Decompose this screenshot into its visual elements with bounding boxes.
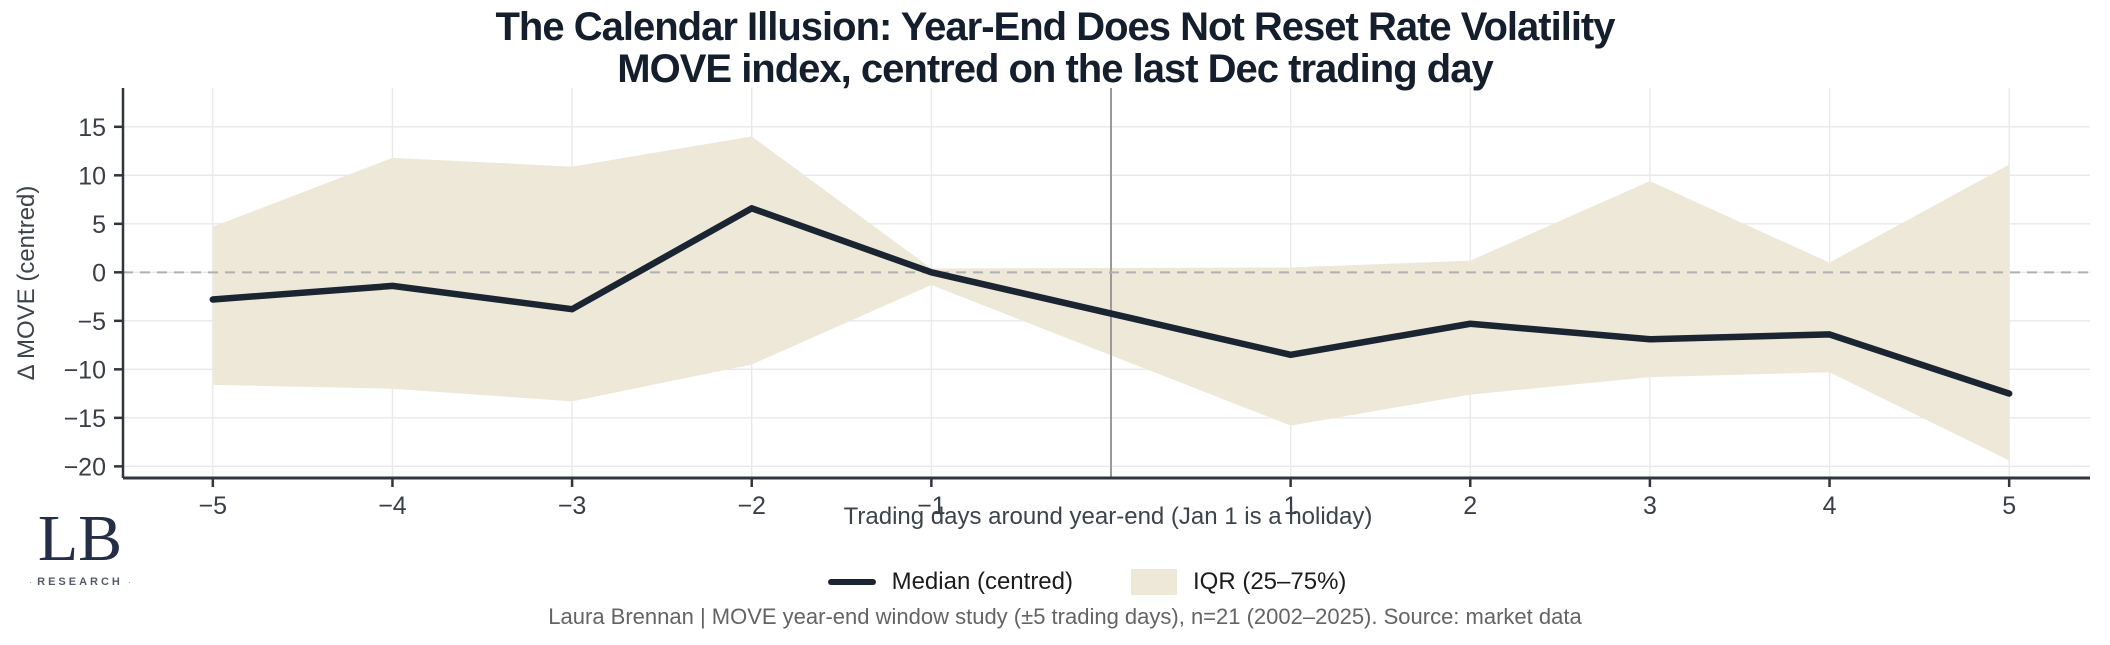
logo-dash-right <box>128 581 131 583</box>
median-line-swatch-icon <box>827 579 876 585</box>
lb-research-logo: LB RESEARCH <box>30 502 131 588</box>
chart-title-line1: The Calendar Illusion: Year-End Does Not… <box>495 5 1615 49</box>
y-tick-label: 0 <box>92 259 106 287</box>
chart-title: The Calendar Illusion: Year-End Does Not… <box>0 6 2110 90</box>
legend-label-iqr: IQR (25–75%) <box>1193 568 1347 595</box>
source-caption: Laura Brennan | MOVE year-end window stu… <box>548 604 1582 629</box>
logo-subtext-row: RESEARCH <box>30 576 131 588</box>
y-tick-label: −20 <box>64 453 106 481</box>
legend: Median (centred) IQR (25–75%) <box>32 568 2110 596</box>
chart-title-line2: MOVE index, centred on the last Dec trad… <box>617 47 1493 91</box>
x-tick-label: −5 <box>199 492 228 520</box>
logo-monogram: LB <box>37 502 123 575</box>
y-tick-label: 15 <box>78 114 106 142</box>
y-axis-label: Δ MOVE (centred) <box>13 186 40 381</box>
logo-dash-left <box>30 581 32 583</box>
legend-label-median: Median (centred) <box>891 568 1073 595</box>
x-tick-label: 2 <box>1463 492 1477 520</box>
x-tick-label: 5 <box>2002 492 2016 520</box>
x-tick-label: −3 <box>558 492 587 520</box>
y-tick-label: 5 <box>92 211 106 239</box>
axes: −5 −4 −3 −2 −1 1 2 3 4 5 15 10 5 0 −5 −10 −15 −20 <box>64 88 2090 520</box>
iqr-band-swatch-icon <box>1131 569 1177 595</box>
y-tick-label: −5 <box>77 308 106 336</box>
y-tick-label: −15 <box>64 405 106 433</box>
y-tick-label: 10 <box>78 162 106 190</box>
x-tick-label: 4 <box>1823 492 1837 520</box>
legend-item-median: Median (centred) <box>827 568 1073 596</box>
chart-data-layer <box>123 88 2090 478</box>
legend-item-iqr: IQR (25–75%) <box>1131 568 1346 596</box>
x-axis-label: Trading days around year-end (Jan 1 is a… <box>844 503 1373 530</box>
x-tick-label: 3 <box>1643 492 1657 520</box>
x-tick-label: −2 <box>737 492 766 520</box>
x-tick-label: −1 <box>917 492 946 520</box>
x-tick-label: 1 <box>1284 492 1298 520</box>
median-line <box>209 205 2013 397</box>
x-tick-label: −4 <box>378 492 407 520</box>
logo-subtext: RESEARCH <box>37 576 123 588</box>
y-tick-label: −10 <box>64 356 106 384</box>
